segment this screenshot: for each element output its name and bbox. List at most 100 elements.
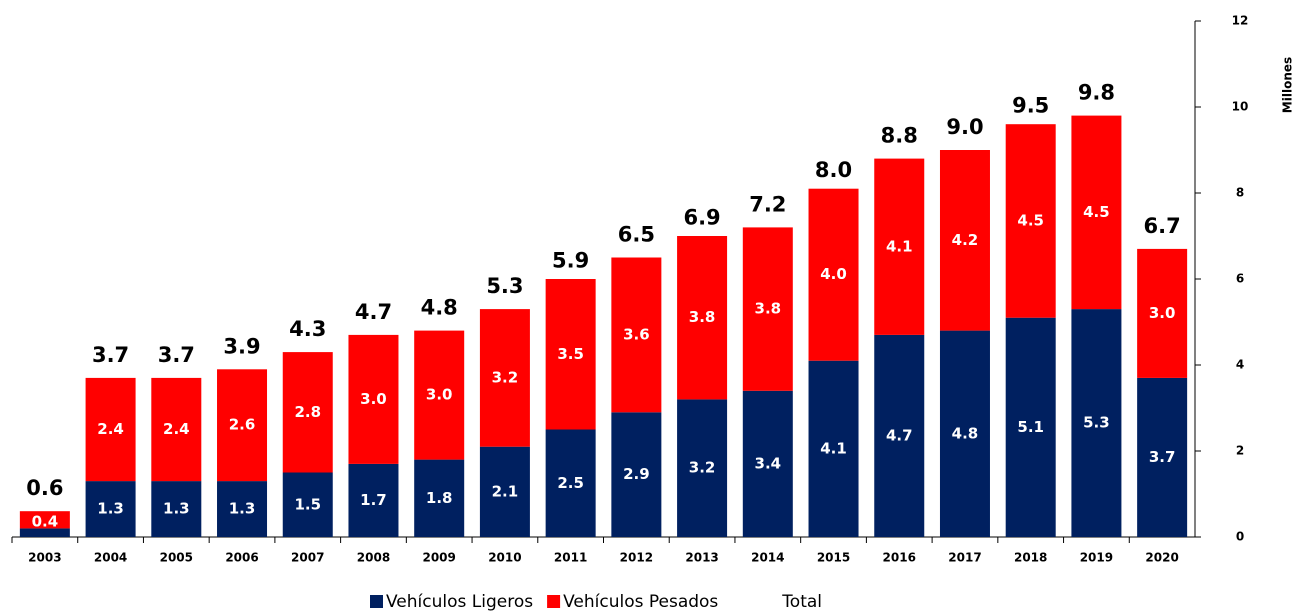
bar-segment: [479, 309, 530, 447]
x-tick-label: 2011: [554, 551, 587, 565]
value-label: 5.1: [1017, 418, 1044, 436]
value-label: 4.2: [952, 231, 979, 249]
bar-segment: [1005, 317, 1056, 537]
x-tick-label: 2014: [751, 551, 784, 565]
total-label: 4.7: [355, 300, 392, 324]
x-tick-label: 2013: [685, 551, 718, 565]
bar-segment: [282, 472, 333, 537]
value-label: 3.7: [1149, 448, 1176, 466]
value-label: 4.7: [886, 426, 913, 444]
value-label: 2.4: [163, 420, 190, 438]
value-label: 4.1: [820, 439, 847, 457]
bar-segment: [151, 481, 202, 537]
x-tick-label: 2020: [1145, 551, 1178, 565]
total-label: 9.5: [1012, 94, 1049, 118]
value-label: 4.1: [886, 237, 913, 255]
value-label: 4.8: [952, 424, 979, 442]
bar-segment: [742, 390, 793, 537]
legend-label: Vehículos Ligeros: [386, 592, 533, 611]
total-label: 6.7: [1144, 214, 1181, 238]
x-tick-label: 2010: [488, 551, 521, 565]
value-label: 2.6: [229, 416, 256, 434]
bar-segment: [874, 158, 925, 335]
bar-segment: [677, 236, 728, 400]
bar-segment: [808, 188, 859, 361]
value-label: 1.8: [426, 489, 453, 507]
total-label: 5.9: [552, 248, 589, 272]
value-label: 2.1: [492, 482, 519, 500]
value-label: 3.0: [426, 386, 453, 404]
bar-segment: [874, 334, 925, 537]
value-label: 3.6: [623, 325, 650, 343]
value-label: 3.2: [689, 459, 716, 477]
value-label: 4.5: [1083, 203, 1110, 221]
value-label: 1.3: [163, 500, 190, 518]
value-label: 2.4: [97, 420, 124, 438]
y-tick-label: 8: [1236, 186, 1244, 200]
bar-segment: [282, 352, 333, 473]
total-label: 0.6: [26, 476, 63, 500]
y-tick-label: 4: [1236, 358, 1244, 372]
x-tick-label: 2016: [883, 551, 916, 565]
bar-segment: [348, 334, 399, 464]
x-tick-label: 2007: [291, 551, 324, 565]
value-label: 5.3: [1083, 414, 1110, 432]
value-label: 3.8: [755, 300, 782, 318]
value-label: 2.5: [557, 474, 584, 492]
x-tick-label: 2015: [817, 551, 850, 565]
value-label: 2.9: [623, 465, 650, 483]
bar-segment: [808, 360, 859, 537]
value-label: 3.8: [689, 308, 716, 326]
bar-segment: [742, 227, 793, 391]
value-label: 3.2: [492, 368, 519, 386]
bar-segment: [611, 412, 662, 537]
bar-segment: [85, 377, 136, 482]
value-label: 4.5: [1017, 211, 1044, 229]
value-label: 0.4: [32, 512, 59, 530]
total-label: 6.9: [683, 205, 720, 229]
y-tick-label: 6: [1236, 272, 1244, 286]
y-tick-label: 10: [1232, 100, 1249, 114]
value-label: 1.3: [229, 500, 256, 518]
value-label: 1.5: [294, 495, 321, 513]
x-tick-label: 2012: [620, 551, 653, 565]
x-tick-label: 2006: [225, 551, 258, 565]
legend-swatch: [547, 595, 561, 608]
bar-segment: [348, 463, 399, 537]
x-tick-label: 2018: [1014, 551, 1047, 565]
bar-segment: [1071, 115, 1122, 310]
bar-segment: [414, 459, 465, 537]
y-axis-label: Millones: [1281, 57, 1295, 113]
value-label: 3.0: [1149, 304, 1176, 322]
y-tick-label: 2: [1236, 444, 1244, 458]
bar-segment: [414, 330, 465, 460]
value-label: 1.3: [97, 500, 124, 518]
x-tick-label: 2003: [28, 551, 61, 565]
total-label: 4.3: [289, 317, 326, 341]
bar-segment: [611, 257, 662, 413]
legend-label: Vehículos Pesados: [563, 592, 718, 611]
bar-segment: [677, 399, 728, 537]
bar-segment: [1137, 248, 1188, 378]
x-tick-label: 2004: [94, 551, 127, 565]
bar-segment: [479, 446, 530, 537]
total-label: 6.5: [618, 223, 655, 247]
bar-segment: [217, 481, 268, 537]
total-label: 9.0: [946, 115, 983, 139]
total-label: 9.8: [1078, 81, 1115, 105]
x-tick-label: 2019: [1080, 551, 1113, 565]
bar-segment: [19, 528, 70, 537]
legend-label: Total: [781, 592, 822, 611]
total-label: 4.8: [421, 296, 458, 320]
total-label: 5.3: [486, 274, 523, 298]
value-label: 3.5: [557, 345, 584, 363]
value-label: 1.7: [360, 491, 387, 509]
bar-segment: [19, 511, 70, 529]
bar-segment: [217, 369, 268, 482]
x-tick-label: 2005: [160, 551, 193, 565]
legend-swatch: [370, 595, 383, 608]
bar-segment: [1071, 309, 1122, 537]
x-tick-label: 2008: [357, 551, 390, 565]
value-label: 3.4: [755, 454, 782, 472]
